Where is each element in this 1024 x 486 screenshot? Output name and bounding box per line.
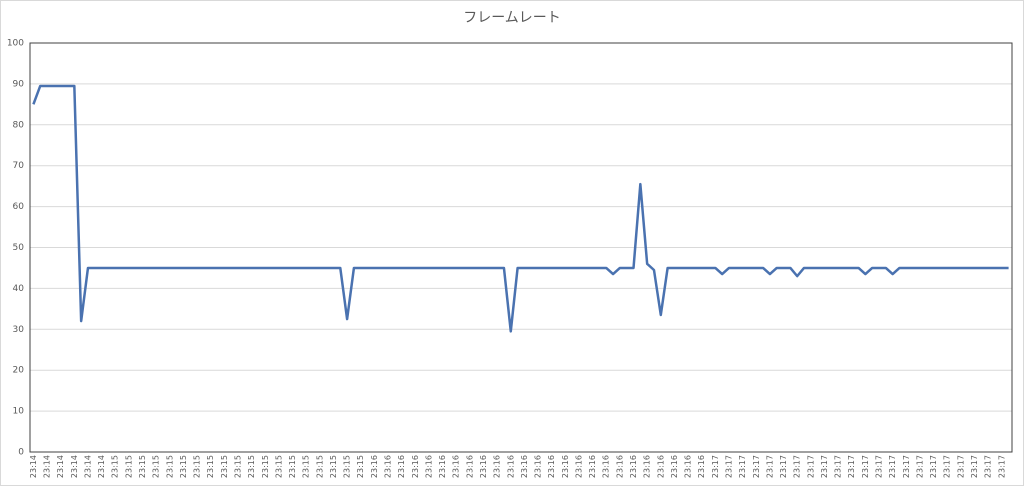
x-tick-label: 23:17 (970, 455, 979, 478)
x-tick-label: 23:17 (847, 455, 856, 478)
x-tick-label: 23:16 (424, 455, 433, 478)
x-tick-label: 23:16 (561, 455, 570, 478)
x-tick-label: 23:16 (547, 455, 556, 478)
x-tick-label: 23:16 (684, 455, 693, 478)
x-tick-label: 23:16 (411, 455, 420, 478)
y-tick-label: 40 (13, 284, 25, 294)
x-tick-label: 23:17 (943, 455, 952, 478)
x-tick-label: 23:16 (629, 455, 638, 478)
x-tick-label: 23:15 (220, 455, 229, 478)
x-tick-label: 23:16 (534, 455, 543, 478)
x-tick-label: 23:15 (356, 455, 365, 478)
x-tick-label: 23:17 (834, 455, 843, 478)
x-tick-label: 23:15 (165, 455, 174, 478)
x-tick-label: 23:14 (56, 455, 65, 478)
y-tick-label: 10 (13, 407, 25, 417)
y-tick-label: 80 (13, 120, 25, 130)
x-tick-label: 23:16 (670, 455, 679, 478)
x-tick-label: 23:16 (574, 455, 583, 478)
x-tick-label: 23:15 (233, 455, 242, 478)
x-tick-label: 23:15 (288, 455, 297, 478)
y-tick-label: 0 (18, 448, 24, 458)
x-tick-label: 23:15 (302, 455, 311, 478)
x-tick-label: 23:15 (193, 455, 202, 478)
x-tick-label: 23:15 (329, 455, 338, 478)
x-tick-label: 23:16 (615, 455, 624, 478)
x-tick-label: 23:15 (138, 455, 147, 478)
x-tick-label: 23:17 (875, 455, 884, 478)
x-tick-label: 23:16 (384, 455, 393, 478)
x-tick-label: 23:17 (738, 455, 747, 478)
y-tick-label: 30 (13, 325, 25, 335)
x-tick-label: 23:17 (765, 455, 774, 478)
x-tick-label: 23:14 (70, 455, 79, 478)
x-tick-label: 23:15 (315, 455, 324, 478)
x-tick-label: 23:17 (724, 455, 733, 478)
x-tick-label: 23:15 (206, 455, 215, 478)
data-line (32, 84, 1009, 333)
y-tick-label: 70 (13, 161, 25, 171)
x-tick-label: 23:16 (697, 455, 706, 478)
x-tick-label: 23:15 (124, 455, 133, 478)
x-tick-label: 23:14 (43, 455, 52, 478)
x-tick-label: 23:16 (465, 455, 474, 478)
x-tick-label: 23:16 (479, 455, 488, 478)
x-tick-label: 23:15 (343, 455, 352, 478)
x-tick-label: 23:16 (602, 455, 611, 478)
x-tick-label: 23:15 (247, 455, 256, 478)
x-tick-label: 23:16 (520, 455, 529, 478)
x-tick-label: 23:15 (179, 455, 188, 478)
x-tick-label: 23:16 (506, 455, 515, 478)
x-tick-label: 23:16 (493, 455, 502, 478)
y-tick-label: 60 (13, 202, 25, 212)
x-tick-label: 23:16 (643, 455, 652, 478)
x-tick-label: 23:17 (779, 455, 788, 478)
y-tick-label: 20 (13, 366, 25, 376)
x-tick-label: 23:14 (83, 455, 92, 478)
x-tick-label: 23:17 (861, 455, 870, 478)
x-tick-label: 23:15 (152, 455, 161, 478)
x-tick-label: 23:14 (97, 455, 106, 478)
x-tick-label: 23:17 (820, 455, 829, 478)
x-tick-label: 23:17 (806, 455, 815, 478)
x-tick-label: 23:16 (397, 455, 406, 478)
x-tick-label: 23:16 (452, 455, 461, 478)
x-tick-label: 23:17 (956, 455, 965, 478)
x-tick-label: 23:16 (370, 455, 379, 478)
plot-frame (29, 42, 1013, 453)
x-tick-label: 23:15 (111, 455, 120, 478)
x-tick-label: 23:16 (438, 455, 447, 478)
x-tick-label: 23:16 (588, 455, 597, 478)
x-tick-label: 23:17 (984, 455, 993, 478)
x-tick-label: 23:17 (752, 455, 761, 478)
x-tick-label: 23:15 (261, 455, 270, 478)
x-tick-label: 23:17 (902, 455, 911, 478)
x-tick-label: 23:17 (888, 455, 897, 478)
x-tick-label: 23:14 (29, 455, 38, 478)
x-tick-label: 23:15 (274, 455, 283, 478)
x-tick-label: 23:17 (915, 455, 924, 478)
y-tick-label: 100 (7, 39, 24, 49)
y-tick-label: 50 (13, 243, 25, 253)
x-tick-label: 23:16 (656, 455, 665, 478)
x-tick-label: 23:17 (711, 455, 720, 478)
chart-title: フレームレート (463, 10, 561, 26)
y-tick-label: 90 (13, 79, 25, 89)
x-tick-label: 23:17 (997, 455, 1006, 478)
x-tick-label: 23:17 (793, 455, 802, 478)
x-tick-label: 23:17 (929, 455, 938, 478)
